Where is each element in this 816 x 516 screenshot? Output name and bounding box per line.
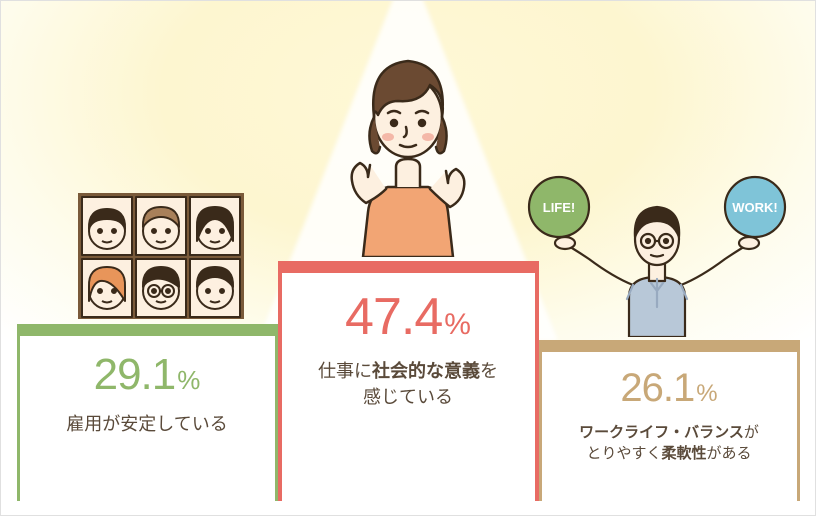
podium-label: 仕事に社会的な意義を感じている: [294, 357, 523, 409]
work-badge-text: WORK!: [732, 200, 778, 215]
pct-number: 47.4: [345, 287, 442, 347]
pct-unit: %: [177, 365, 200, 396]
life-badge-text: LIFE!: [543, 200, 576, 215]
percentage: 47.4 %: [294, 287, 523, 347]
podium-right: 26.1 % ワークライフ・バランスがとりやすく柔軟性がある: [539, 349, 800, 501]
podium-center: 47.4 % 仕事に社会的な意義を感じている: [278, 269, 539, 501]
podium-label: 雇用が安定している: [32, 410, 263, 436]
podium-label: ワークライフ・バランスがとりやすく柔軟性がある: [554, 421, 785, 463]
infographic-stage: LIFE! WORK! 29.1 % 雇用が安定している 47.4 % 仕事に社…: [0, 0, 816, 516]
pct-unit: %: [444, 308, 471, 342]
illustration-woman: [288, 17, 528, 257]
pct-number: 29.1: [94, 350, 176, 400]
podium-cap: [17, 324, 278, 336]
pct-number: 26.1: [620, 366, 694, 411]
percentage: 26.1 %: [554, 366, 785, 411]
percentage: 29.1 %: [32, 350, 263, 400]
podium-left: 29.1 % 雇用が安定している: [17, 333, 278, 501]
pct-unit: %: [696, 380, 717, 408]
podium-row: 29.1 % 雇用が安定している 47.4 % 仕事に社会的な意義を感じている …: [1, 269, 815, 501]
podium-cap: [539, 340, 800, 352]
podium-cap: [278, 261, 539, 273]
